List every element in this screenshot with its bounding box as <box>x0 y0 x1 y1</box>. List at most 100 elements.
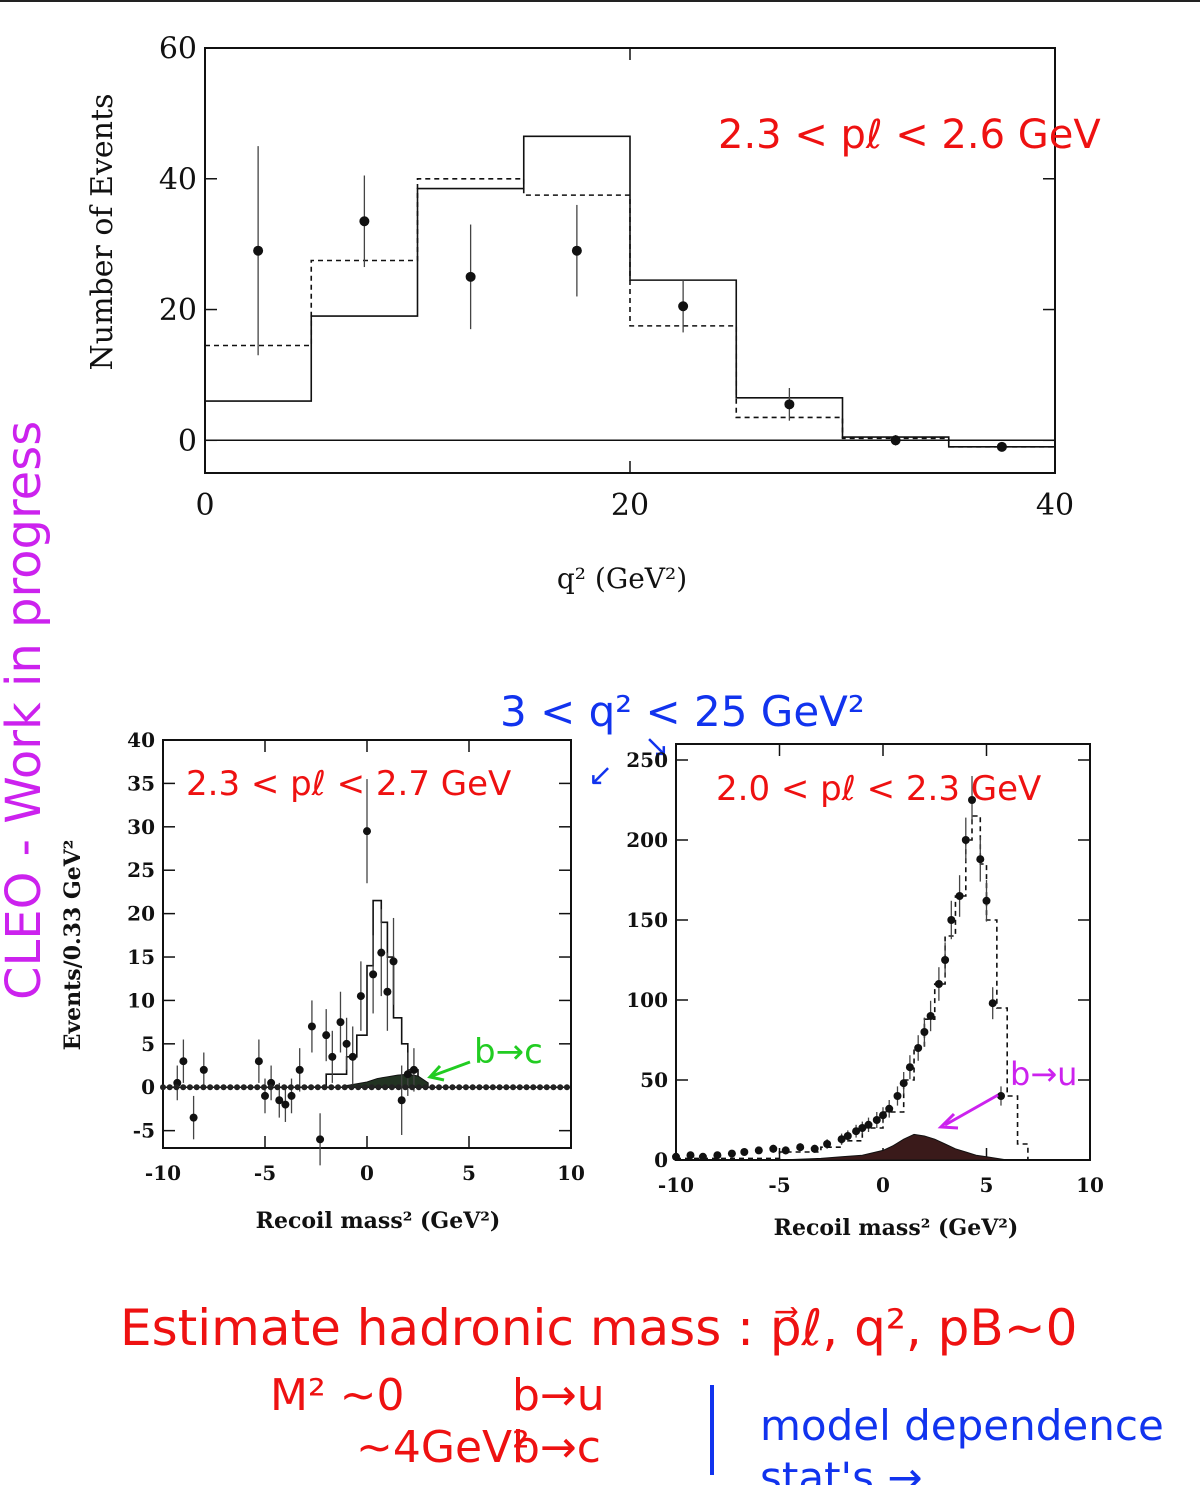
baseline-point <box>287 1084 294 1091</box>
x-tick-label: -5 <box>768 1173 790 1197</box>
x-tick-label: 5 <box>980 1173 994 1197</box>
data-point <box>369 970 378 979</box>
left-chart-bc-label: b→c <box>474 1032 543 1072</box>
y-tick-label: 35 <box>127 771 155 795</box>
data-point <box>672 1152 680 1161</box>
baseline-point <box>516 1084 523 1091</box>
baseline-point <box>234 1084 241 1091</box>
y-tick-label: 60 <box>159 32 197 67</box>
data-point <box>796 1143 805 1152</box>
data-point <box>377 948 386 957</box>
data-point <box>571 245 582 256</box>
data-point <box>890 435 901 446</box>
y-tick-label: 40 <box>127 728 155 752</box>
x-tick-label: 0 <box>876 1173 890 1197</box>
y-tick-label: -5 <box>133 1119 155 1143</box>
data-point <box>295 1065 304 1074</box>
side-note: CLEO - Work in progress <box>0 421 52 1000</box>
baseline-point <box>254 1084 261 1091</box>
baseline-point <box>395 1084 402 1091</box>
y-tick-label: 5 <box>141 1032 155 1056</box>
baseline-point <box>415 1084 422 1091</box>
baseline-point <box>476 1084 483 1091</box>
data-point <box>885 1104 894 1113</box>
b-to-u-area <box>779 1133 1008 1161</box>
data-point <box>698 1152 707 1161</box>
data-point <box>686 1151 695 1160</box>
baseline-point <box>523 1084 530 1091</box>
baseline-point <box>483 1084 490 1091</box>
baseline-point <box>166 1084 173 1091</box>
x-tick-label: 10 <box>1076 1173 1104 1197</box>
y-tick-label: 15 <box>127 945 155 969</box>
y-tick-label: 0 <box>654 1148 668 1172</box>
data-point <box>941 956 950 964</box>
x-tick-label: 5 <box>462 1161 476 1185</box>
left-chart: -5 0 5 10 15 20 25 30 35 40 -10 -5 0 5 10 Events/0.33 … <box>60 728 585 1234</box>
baseline-point <box>530 1084 537 1091</box>
top-chart-ticks <box>204 47 1056 473</box>
data-point <box>189 1113 198 1122</box>
baseline-point <box>375 1084 382 1091</box>
baseline-point <box>193 1084 200 1091</box>
data-point <box>348 1052 357 1061</box>
baseline-point <box>489 1084 496 1091</box>
data-point <box>996 441 1007 452</box>
data-point <box>254 1057 263 1066</box>
data-point <box>281 1100 290 1109</box>
baseline-point <box>227 1084 234 1091</box>
data-point <box>955 892 964 900</box>
baseline-point <box>294 1084 301 1091</box>
baseline-point <box>388 1084 395 1091</box>
left-chart-bc-arrowhead <box>427 1064 445 1082</box>
baseline-point <box>563 1084 570 1091</box>
baseline-point <box>361 1084 368 1091</box>
data-point <box>336 1018 345 1027</box>
data-point <box>893 1092 902 1100</box>
data-point <box>740 1148 749 1156</box>
left-chart-annotation: 2.3 < pℓ < 2.7 GeV <box>186 764 511 804</box>
data-point <box>920 1028 929 1036</box>
baseline-point <box>220 1084 227 1091</box>
data-point <box>275 1096 284 1105</box>
baseline-point <box>308 1084 315 1091</box>
baseline-point <box>341 1084 348 1091</box>
data-point <box>713 1151 722 1160</box>
data-point <box>328 1052 337 1061</box>
right-chart-histograms <box>676 815 1029 1161</box>
baseline-point <box>173 1084 180 1091</box>
baseline-point <box>180 1084 187 1091</box>
baseline-point <box>550 1084 557 1091</box>
y-tick-label: 50 <box>640 1068 668 1092</box>
data-point <box>899 1079 908 1088</box>
y-tick-label: 0 <box>178 424 197 459</box>
baseline-point <box>496 1084 503 1091</box>
baseline-point <box>207 1084 214 1091</box>
x-tick-label: -10 <box>145 1161 181 1185</box>
right-chart-xlabel: Recoil mass² (GeV²) <box>774 1215 1019 1241</box>
data-point <box>837 1135 846 1144</box>
data-point <box>678 301 689 312</box>
baseline-point <box>462 1084 469 1091</box>
x-tick-label: 0 <box>195 488 214 523</box>
baseline-point <box>260 1084 267 1091</box>
footer-line1: Estimate hadronic mass : p⃗ℓ, q², pB~0 <box>120 1299 1077 1357</box>
footer-m2: M² ~0 <box>270 1370 404 1421</box>
baseline-point <box>409 1084 416 1091</box>
footer-bu: b→u <box>512 1370 605 1421</box>
top-chart-annotation: 2.3 < pℓ < 2.6 GeV <box>718 112 1101 158</box>
right-chart-points <box>672 776 1005 1161</box>
baseline-point <box>240 1084 247 1091</box>
data-point <box>968 796 977 804</box>
baseline-point <box>557 1084 564 1091</box>
baseline-point <box>267 1084 274 1091</box>
data-point <box>383 987 392 996</box>
baseline-point <box>543 1084 550 1091</box>
arrow-left-icon: ↙ <box>588 758 613 793</box>
y-tick-label: 20 <box>159 293 197 328</box>
arrow-right-icon: ↘ <box>644 729 669 764</box>
baseline-point <box>402 1084 409 1091</box>
baseline-point <box>281 1084 288 1091</box>
